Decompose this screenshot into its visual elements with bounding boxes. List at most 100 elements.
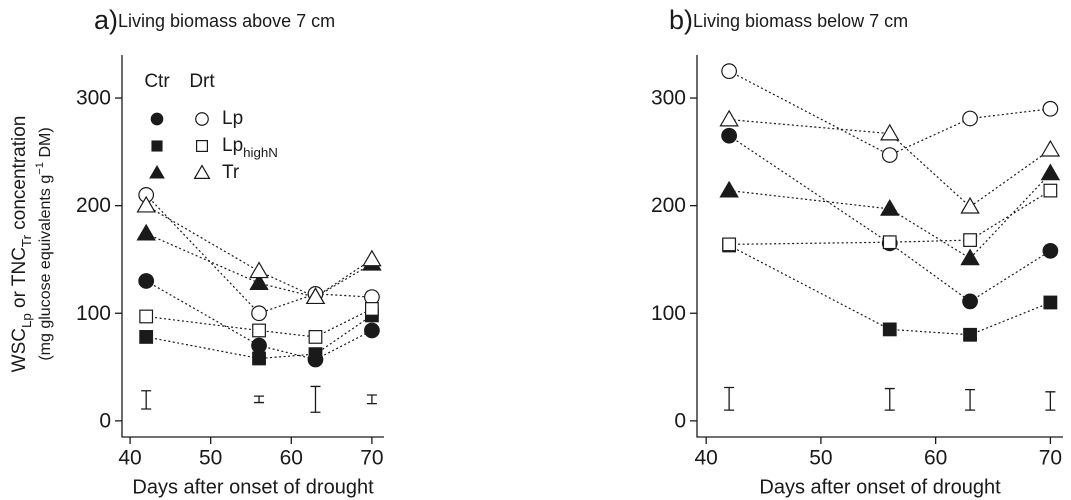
title-text: Living biomass below 7 cm — [693, 11, 908, 31]
data-point — [252, 323, 266, 338]
error-bar — [724, 386, 735, 411]
error-bar — [1045, 391, 1056, 411]
y-axis-label-part: (mg glucose equivalents g — [37, 175, 54, 361]
data-point — [365, 302, 379, 316]
data-point — [1040, 139, 1061, 157]
data-point — [880, 198, 900, 216]
data-point — [881, 147, 898, 163]
series-line — [729, 190, 1051, 245]
error-bar — [310, 385, 321, 413]
x-tick-label: 40 — [694, 447, 717, 470]
data-point — [960, 196, 980, 214]
data-point — [305, 287, 326, 305]
legend-marker — [196, 140, 209, 153]
y-axis-label-part: or TNC — [9, 247, 30, 313]
data-point — [721, 127, 738, 144]
x-tick-label: 70 — [360, 447, 383, 470]
data-point — [963, 233, 977, 247]
data-point — [722, 237, 737, 252]
error-bar — [965, 389, 976, 411]
y-axis-label-part: −1 — [34, 162, 46, 175]
error-bar — [366, 394, 377, 405]
y-axis-label-part: WSC — [9, 328, 30, 372]
legend-label: Lp — [222, 108, 243, 129]
x-tick-label: 70 — [1039, 447, 1062, 470]
data-point — [721, 63, 738, 80]
data-point — [251, 337, 267, 354]
data-point — [1040, 163, 1061, 181]
panel-letter: b) — [669, 5, 693, 35]
series-line — [145, 280, 373, 361]
data-point — [963, 327, 977, 342]
legend-header: Ctr — [144, 71, 170, 92]
data-point — [249, 273, 269, 291]
legend-marker — [193, 164, 211, 179]
legend-marker — [149, 164, 165, 179]
error-bar — [254, 395, 265, 404]
data-point — [882, 322, 897, 337]
error-bar — [141, 390, 152, 410]
data-point — [252, 351, 266, 366]
legend-label: Tr — [222, 162, 240, 183]
data-point — [962, 293, 978, 310]
legend-marker — [150, 112, 164, 126]
y-tick-label: 0 — [674, 409, 686, 432]
data-point — [719, 109, 739, 127]
data-point — [308, 347, 323, 362]
axis-line — [121, 55, 384, 438]
legend-header: Drt — [189, 71, 215, 92]
series-line — [729, 172, 1051, 260]
data-point — [249, 261, 269, 279]
data-point — [136, 223, 156, 241]
data-point — [362, 249, 382, 267]
y-axis-label: (mg glucose equivalents g−1 DM) — [34, 127, 54, 360]
x-tick-label: 50 — [199, 447, 222, 470]
y-axis-label-part: concentration — [9, 116, 30, 235]
series-line — [728, 244, 1051, 336]
data-point — [1043, 295, 1058, 310]
data-point — [1043, 183, 1058, 198]
legend-label-part: Lp — [222, 135, 243, 156]
x-tick-label: 60 — [280, 447, 303, 470]
legend-marker — [195, 112, 209, 126]
legend-marker — [151, 140, 163, 152]
x-tick-label: 40 — [118, 447, 141, 470]
panel-title: b)Living biomass below 7 cm — [669, 5, 908, 35]
y-tick-label: 100 — [76, 302, 111, 325]
title-text: Living biomass above 7 cm — [118, 11, 335, 31]
panel-title: a)Living biomass above 7 cm — [94, 5, 335, 35]
series-line — [728, 70, 1051, 156]
panel-letter: a) — [94, 5, 118, 35]
x-axis-label: Days after onset of drought — [132, 476, 374, 498]
data-point — [962, 110, 978, 127]
y-tick-label: 0 — [99, 409, 111, 432]
y-tick-label: 300 — [76, 87, 111, 110]
y-axis-label-part: Lp — [19, 313, 34, 328]
legend-label-part: Tr — [222, 162, 240, 183]
data-point — [1042, 100, 1059, 117]
x-tick-label: 60 — [924, 447, 947, 470]
data-point — [1042, 242, 1059, 259]
data-point — [719, 180, 739, 198]
y-tick-label: 300 — [651, 87, 686, 110]
error-bar — [884, 387, 895, 411]
series-line — [145, 194, 372, 314]
data-point — [136, 195, 156, 213]
axis-line — [696, 55, 1063, 438]
data-point — [364, 322, 380, 339]
data-point — [960, 248, 980, 266]
y-axis-label-part: Tr — [19, 234, 34, 247]
data-point — [139, 309, 154, 324]
data-point — [882, 235, 897, 250]
data-point — [139, 330, 154, 344]
series-line — [145, 205, 373, 298]
data-point — [251, 305, 267, 322]
data-point — [308, 330, 323, 344]
data-point — [138, 273, 155, 289]
y-tick-label: 100 — [651, 302, 686, 325]
x-tick-label: 50 — [809, 447, 832, 470]
data-point — [880, 123, 900, 141]
y-axis-label: WSCLp or TNCTr concentration — [9, 116, 34, 373]
y-tick-label: 200 — [651, 194, 686, 217]
